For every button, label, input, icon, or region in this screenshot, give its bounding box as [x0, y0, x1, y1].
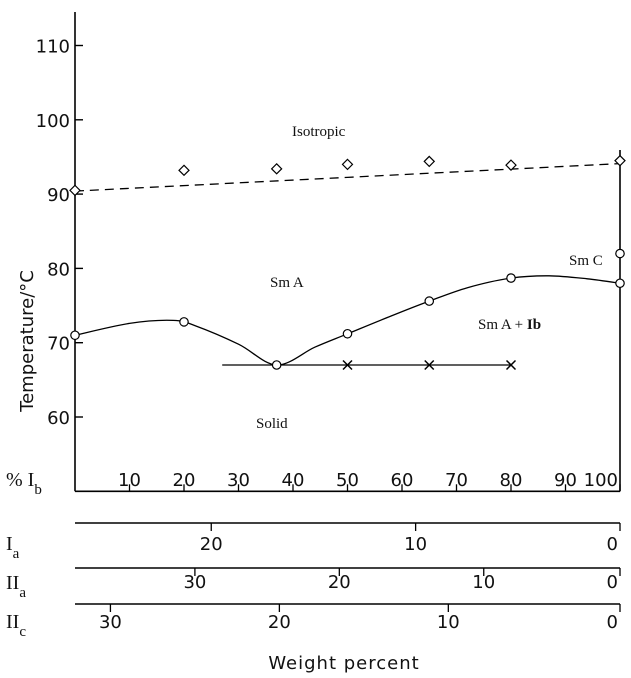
secondary-tick-label: 0 — [607, 612, 618, 633]
secondary-tick-label: 80 — [500, 470, 523, 491]
secondary-tick-label: 10 — [118, 470, 141, 491]
axis-name-subscript: a — [19, 585, 26, 601]
data-markers — [69, 154, 626, 371]
circle-marker — [342, 328, 353, 339]
secondary-tick-label: 10 — [472, 572, 495, 593]
secondary-axis: IIc 30 20 10 0 — [6, 603, 621, 640]
y-tick-label: 100 — [36, 111, 70, 132]
diamond-marker — [178, 164, 190, 177]
circle-marker — [506, 273, 516, 283]
diamond-marker — [614, 154, 626, 167]
secondary-axis: Ia 20 10 0 — [6, 522, 621, 562]
isotropic-transition-curve — [74, 162, 621, 192]
region-label-sm-a: Sm A — [270, 275, 304, 291]
diamond-marker — [270, 162, 283, 175]
region-label-sm-c: Sm C — [569, 253, 603, 269]
circle-marker — [424, 296, 435, 306]
secondary-tick-label: 20 — [328, 572, 351, 593]
y-tick-label: 70 — [47, 334, 70, 355]
circle-marker — [615, 278, 625, 289]
secondary-tick-label: 30 — [227, 470, 250, 491]
x-axis-label: Weight percent — [268, 653, 419, 674]
axis-name-prefix: % — [6, 469, 28, 491]
axis-name-letter: II — [6, 572, 19, 594]
secondary-axis-name: IIc — [6, 611, 26, 640]
secondary-axis: % Ib 10 20 30 40 50 60 70 80 90 100 — [6, 469, 621, 498]
axis-name-subscript: b — [34, 482, 42, 498]
secondary-axis: IIa 30 20 10 0 — [6, 567, 621, 601]
circle-marker — [70, 330, 80, 341]
secondary-tick-label: 10 — [404, 534, 427, 555]
diamond-marker — [505, 159, 517, 171]
secondary-axis-name: % Ib — [6, 469, 42, 498]
diamond-marker — [69, 184, 81, 197]
secondary-tick-label: 0 — [607, 572, 618, 593]
region-label-sm-a-ib: Sm A + Ib — [478, 317, 541, 333]
axis-name-subscript: c — [19, 624, 26, 640]
y-tick-label: 80 — [47, 259, 70, 280]
secondary-tick-label: 40 — [282, 470, 305, 491]
region-label-solid: Solid — [256, 416, 288, 432]
region-label-isotropic: Isotropic — [292, 124, 346, 140]
cross-marker — [505, 359, 517, 371]
axis-name-subscript: a — [13, 546, 20, 562]
secondary-axis-name: Ia — [6, 533, 20, 562]
diamond-marker — [423, 155, 436, 168]
secondary-tick-label: 70 — [445, 470, 468, 491]
region-labels: Isotropic Sm A Sm C Sm A + Ib Solid — [256, 124, 603, 432]
y-axis-label: Temperature/°C — [17, 270, 38, 413]
secondary-tick-label: 10 — [437, 612, 460, 633]
secondary-axis-name: IIa — [6, 572, 26, 601]
cross-marker — [342, 359, 353, 371]
secondary-tick-label: 0 — [607, 534, 618, 555]
axis-name-letter: I — [6, 533, 13, 555]
secondary-tick-label: 20 — [268, 612, 291, 633]
circle-marker — [179, 317, 189, 327]
secondary-tick-label: 50 — [336, 470, 359, 491]
y-tick-label: 60 — [47, 408, 70, 429]
secondary-tick-label: 30 — [183, 572, 206, 593]
circle-marker — [615, 248, 625, 259]
y-tick-label: 90 — [47, 185, 70, 206]
diamond-marker — [341, 158, 354, 171]
secondary-tick-label: 20 — [173, 470, 196, 491]
axis-name-letter: I — [28, 469, 35, 491]
plot-frame — [74, 12, 621, 492]
y-tick-label: 110 — [36, 37, 70, 58]
circle-marker — [271, 360, 282, 370]
y-axis-ticks: 60 70 80 90 100 110 — [36, 37, 83, 429]
region-label-sm-a-ib-prefix: Sm A + — [478, 317, 527, 333]
secondary-tick-label: 20 — [200, 534, 223, 555]
axis-name-letter: II — [6, 611, 19, 633]
secondary-tick-label: 100 — [584, 470, 618, 491]
secondary-tick-label: 90 — [554, 470, 577, 491]
secondary-tick-label: 30 — [99, 612, 122, 633]
cross-marker — [424, 359, 435, 371]
region-label-sm-a-ib-bold: Ib — [527, 317, 541, 333]
secondary-tick-label: 60 — [391, 470, 414, 491]
